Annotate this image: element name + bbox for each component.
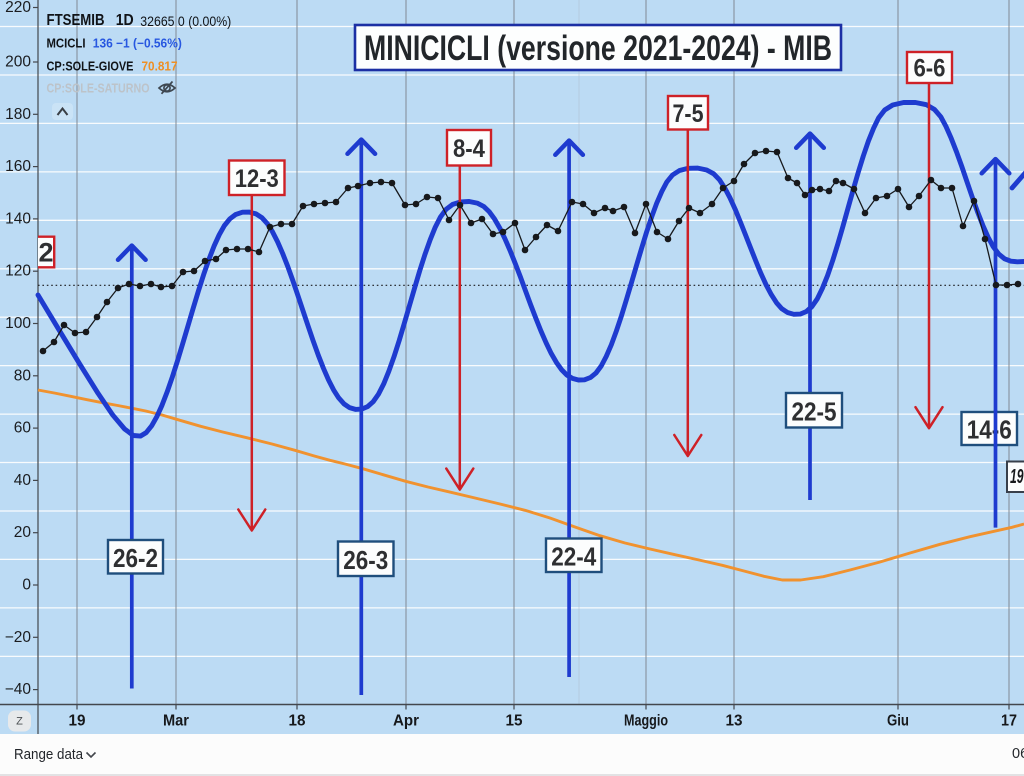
- svg-text:13: 13: [726, 713, 743, 730]
- svg-text:Z: Z: [16, 716, 23, 728]
- svg-text:26-3: 26-3: [343, 545, 388, 575]
- svg-text:MCICLI: MCICLI: [47, 37, 86, 51]
- svg-text:70.817: 70.817: [142, 60, 178, 74]
- svg-text:22-4: 22-4: [551, 541, 596, 571]
- svg-text:2: 2: [38, 238, 53, 268]
- svg-text:8-4: 8-4: [453, 135, 485, 163]
- svg-text:20: 20: [14, 524, 32, 541]
- svg-text:Mar: Mar: [163, 713, 189, 730]
- svg-text:22-5: 22-5: [792, 396, 837, 426]
- svg-text:0: 0: [22, 577, 31, 594]
- svg-text:136 −1 (−0.56%): 136 −1 (−0.56%): [93, 37, 182, 51]
- svg-text:32665 0 (0.00%): 32665 0 (0.00%): [140, 13, 231, 29]
- svg-text:80: 80: [14, 367, 32, 384]
- svg-text:Range data: Range data: [14, 747, 84, 763]
- svg-text:160: 160: [5, 158, 31, 175]
- svg-text:Maggio: Maggio: [624, 713, 668, 730]
- svg-text:200: 200: [5, 54, 31, 71]
- svg-text:Apr: Apr: [393, 713, 419, 730]
- svg-text:60: 60: [14, 420, 32, 437]
- svg-text:Giu: Giu: [887, 713, 909, 730]
- svg-text:−40: −40: [5, 681, 32, 698]
- svg-text:19: 19: [1010, 466, 1024, 488]
- svg-text:26-2: 26-2: [113, 543, 158, 573]
- svg-text:15: 15: [506, 713, 523, 730]
- svg-text:CP:SOLE-GIOVE: CP:SOLE-GIOVE: [47, 60, 134, 74]
- svg-text:18: 18: [289, 713, 306, 730]
- svg-text:MINICICLI (versione 2021-2024): MINICICLI (versione 2021-2024) - MIB: [364, 29, 832, 68]
- svg-text:6-6: 6-6: [914, 55, 946, 83]
- svg-text:140: 140: [5, 210, 31, 227]
- svg-text:12-3: 12-3: [235, 165, 279, 193]
- svg-text:CP:SOLE-SATURNO: CP:SOLE-SATURNO: [47, 82, 150, 96]
- svg-text:180: 180: [5, 106, 31, 123]
- svg-text:40: 40: [14, 472, 32, 489]
- svg-text:7-5: 7-5: [673, 100, 704, 128]
- svg-text:19: 19: [69, 713, 86, 730]
- svg-text:FTSEMIB: FTSEMIB: [47, 12, 105, 29]
- svg-text:17: 17: [1001, 713, 1017, 730]
- svg-text:−20: −20: [5, 629, 32, 646]
- svg-text:14-6: 14-6: [967, 415, 1012, 445]
- svg-text:100: 100: [5, 315, 31, 332]
- svg-text:06:: 06:: [1012, 746, 1024, 762]
- svg-text:120: 120: [5, 263, 31, 280]
- svg-text:1D: 1D: [116, 12, 134, 29]
- svg-text:220: 220: [5, 0, 31, 16]
